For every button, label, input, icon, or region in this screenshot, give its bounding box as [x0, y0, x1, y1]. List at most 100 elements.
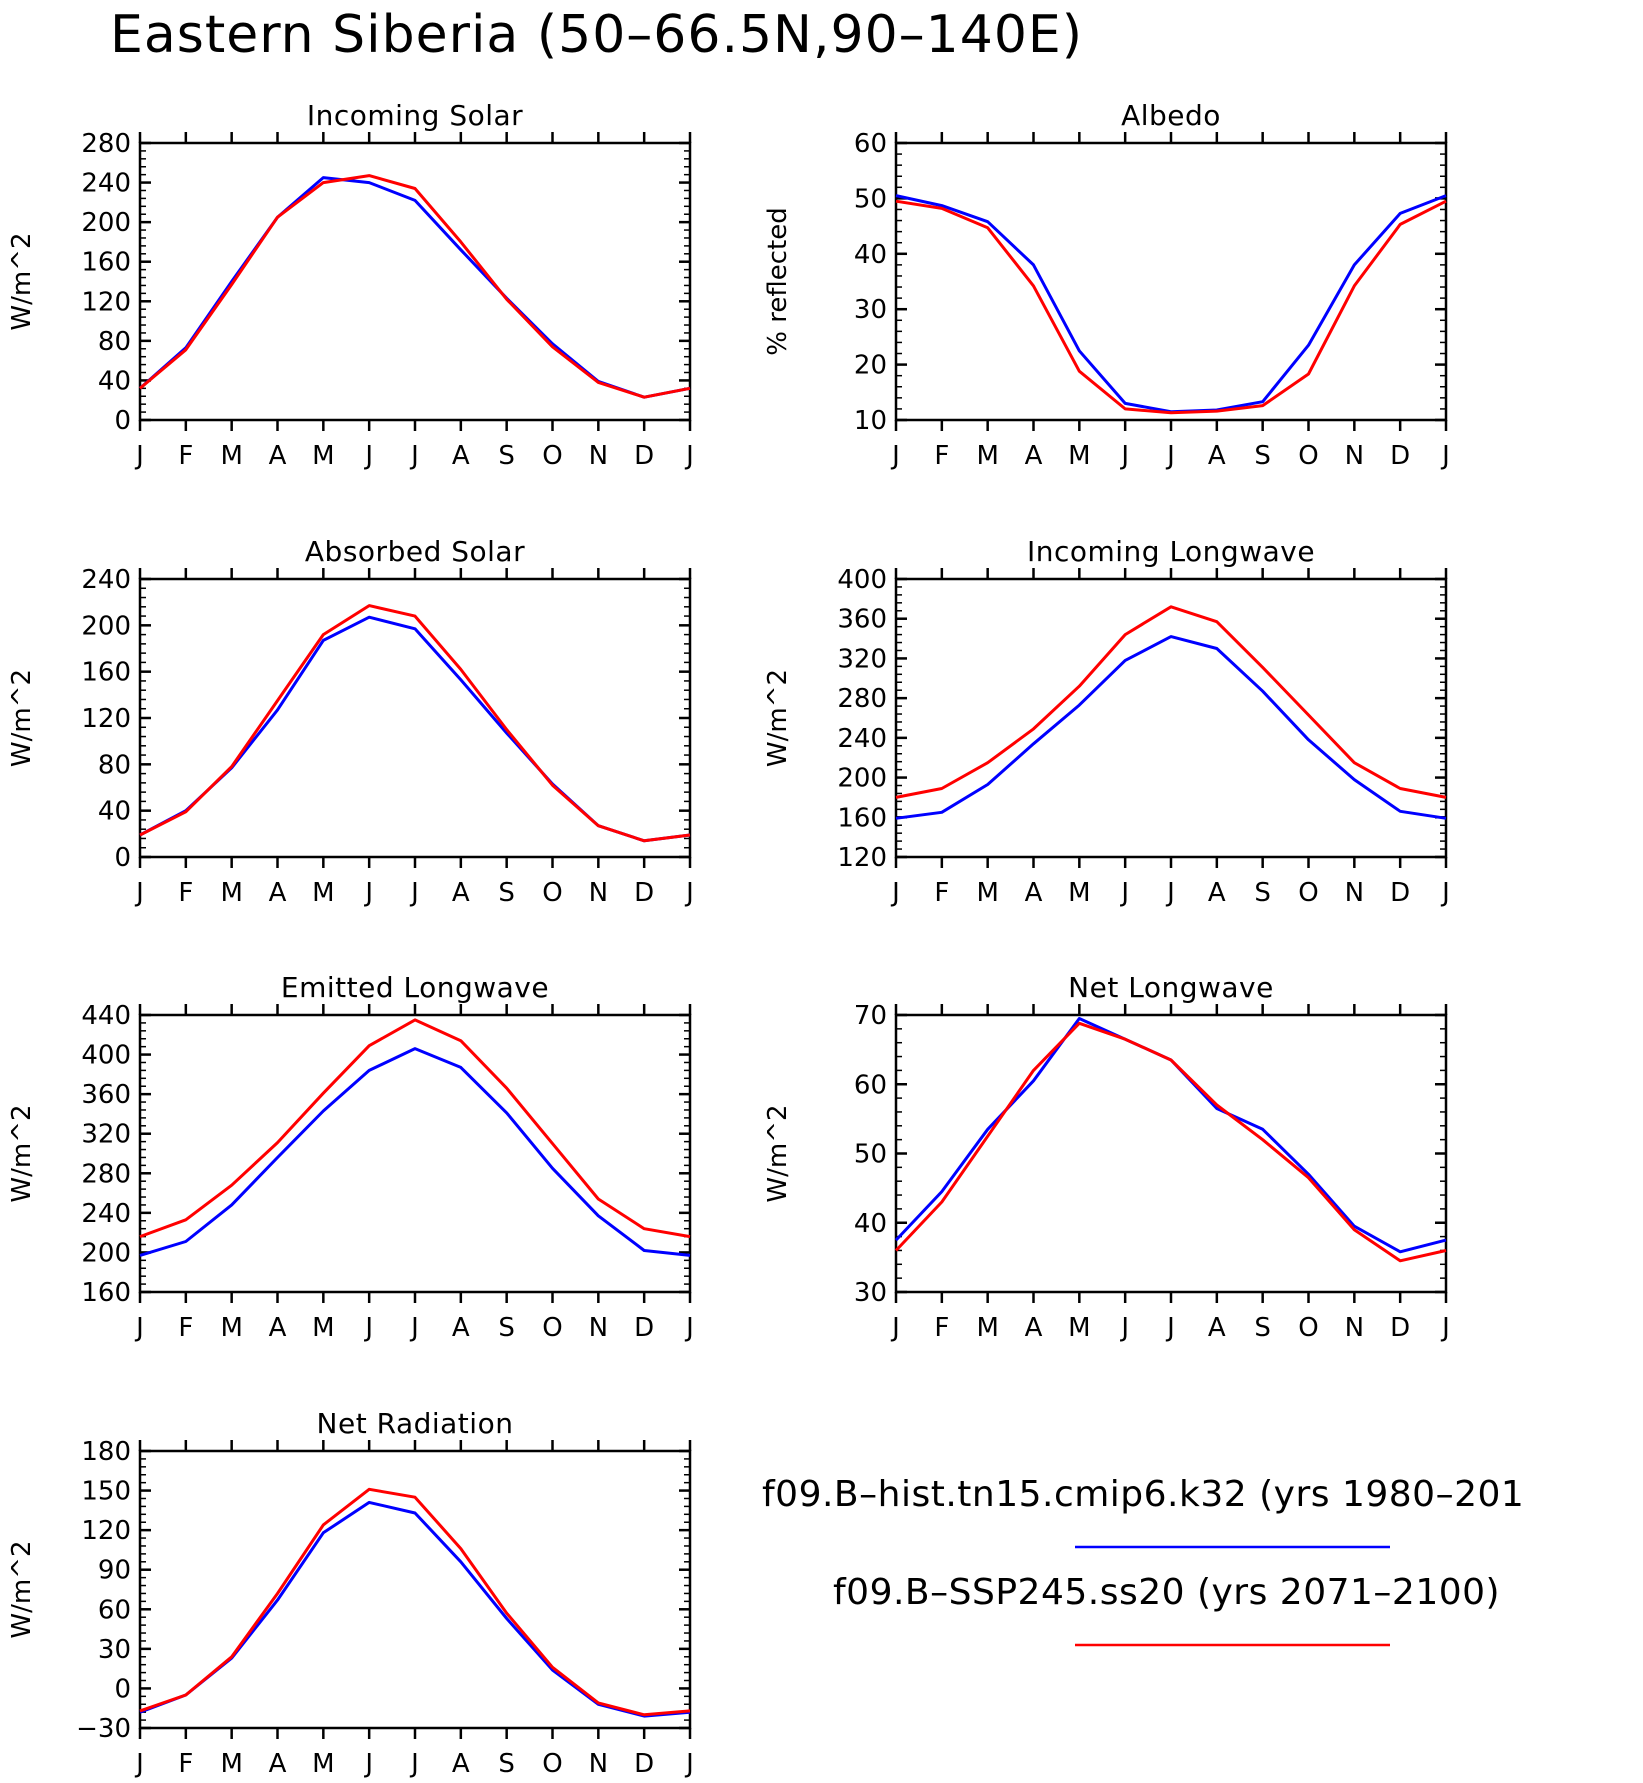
x-tick-label: J — [409, 1749, 419, 1779]
y-tick-label: 400 — [81, 1041, 131, 1071]
y-tick-label: 280 — [81, 1159, 131, 1189]
x-tick-label: A — [269, 1313, 287, 1343]
x-tick-label: J — [890, 441, 900, 471]
y-tick-label: 360 — [81, 1080, 131, 1110]
x-tick-label: J — [409, 878, 419, 908]
x-tick-label: O — [542, 441, 562, 471]
y-tick-label: 160 — [837, 803, 887, 833]
x-tick-label: J — [1440, 441, 1450, 471]
series-line-ssp — [895, 199, 1447, 415]
x-tick-label: D — [634, 1313, 654, 1343]
x-tick-label: S — [1254, 441, 1271, 471]
x-tick-label: J — [1165, 878, 1175, 908]
x-tick-label: O — [542, 878, 562, 908]
series-line-ssp — [894, 1021, 1447, 1263]
panel-title: Absorbed Solar — [305, 535, 525, 568]
y-tick-label: 240 — [81, 169, 131, 199]
x-tick-label: J — [1165, 441, 1175, 471]
x-tick-label: O — [542, 1313, 562, 1343]
x-tick-label: J — [363, 878, 373, 908]
x-tick-label: J — [890, 1313, 900, 1343]
plot-frame — [894, 577, 1448, 859]
y-tick-label: 120 — [81, 704, 131, 734]
y-tick-label: 320 — [81, 1120, 131, 1150]
x-tick-label: A — [452, 1749, 470, 1779]
series-line-ssp — [139, 174, 691, 399]
x-tick-label: M — [976, 441, 998, 471]
y-tick-label: 70 — [854, 1001, 887, 1031]
x-tick-label: A — [1025, 441, 1043, 471]
y-tick-label: 400 — [837, 565, 887, 595]
x-tick-label: J — [1119, 1313, 1129, 1343]
x-tick-label: J — [134, 878, 144, 908]
x-tick-label: A — [1208, 441, 1226, 471]
panel-title: Emitted Longwave — [281, 971, 549, 1004]
x-tick-label: M — [312, 1749, 334, 1779]
plot-frame — [138, 141, 692, 422]
x-tick-label: S — [1254, 1313, 1271, 1343]
y-tick-label: 280 — [81, 129, 131, 159]
y-tick-label: 180 — [81, 1437, 131, 1467]
x-tick-label: A — [269, 878, 287, 908]
y-axis-label: % reflected — [763, 207, 793, 355]
x-tick-label: M — [976, 1313, 998, 1343]
x-tick-label: M — [312, 441, 334, 471]
y-tick-label: 160 — [81, 248, 131, 278]
panel-title: Albedo — [1121, 99, 1221, 132]
y-tick-label: 240 — [81, 565, 131, 595]
x-tick-label: N — [1345, 1313, 1364, 1343]
panel-title: Net Radiation — [317, 1407, 514, 1440]
y-tick-label: 60 — [854, 1070, 887, 1100]
y-tick-label: 240 — [81, 1199, 131, 1229]
y-tick-label: 320 — [837, 644, 887, 674]
x-tick-label: A — [452, 1313, 470, 1343]
x-tick-label: J — [1119, 878, 1129, 908]
x-tick-label: A — [269, 441, 287, 471]
y-tick-label: 60 — [98, 1595, 131, 1625]
x-tick-label: F — [934, 878, 949, 908]
x-tick-label: M — [220, 441, 242, 471]
y-tick-label: 150 — [81, 1477, 131, 1507]
x-tick-label: N — [1345, 441, 1364, 471]
series-line-ssp — [139, 1018, 691, 1239]
y-tick-label: 200 — [81, 208, 131, 238]
x-tick-label: D — [1390, 441, 1410, 471]
y-tick-label: 30 — [98, 1635, 131, 1665]
y-tick-label: 50 — [854, 184, 887, 214]
x-tick-label: J — [890, 878, 900, 908]
y-tick-label: 240 — [837, 724, 887, 754]
series-line-hist — [895, 194, 1447, 414]
x-tick-label: S — [1254, 878, 1271, 908]
x-tick-label: J — [134, 1313, 144, 1343]
x-tick-label: A — [452, 878, 470, 908]
x-tick-label: F — [178, 878, 193, 908]
y-tick-label: 120 — [837, 843, 887, 873]
x-tick-label: J — [684, 441, 694, 471]
series-line-hist — [139, 1047, 691, 1257]
x-tick-label: A — [269, 1749, 287, 1779]
series-line-hist — [894, 1017, 1447, 1254]
plot-frame — [138, 577, 692, 859]
x-tick-label: O — [1298, 441, 1318, 471]
x-tick-label: F — [178, 1313, 193, 1343]
y-tick-label: 440 — [81, 1001, 131, 1031]
series-line-hist — [139, 176, 691, 399]
x-tick-label: D — [1390, 878, 1410, 908]
y-tick-label: 80 — [98, 750, 131, 780]
x-tick-label: F — [934, 1313, 949, 1343]
y-tick-label: 80 — [98, 327, 131, 357]
y-tick-label: 40 — [98, 797, 131, 827]
x-tick-label: O — [1298, 878, 1318, 908]
x-tick-label: J — [1440, 1313, 1450, 1343]
y-axis-label: W/m^2 — [7, 1104, 37, 1202]
y-tick-label: 60 — [854, 129, 887, 159]
x-tick-label: N — [589, 1313, 608, 1343]
y-tick-label: 120 — [81, 287, 131, 317]
x-tick-label: M — [220, 878, 242, 908]
x-tick-label: J — [684, 1313, 694, 1343]
y-axis-label: W/m^2 — [7, 669, 37, 767]
